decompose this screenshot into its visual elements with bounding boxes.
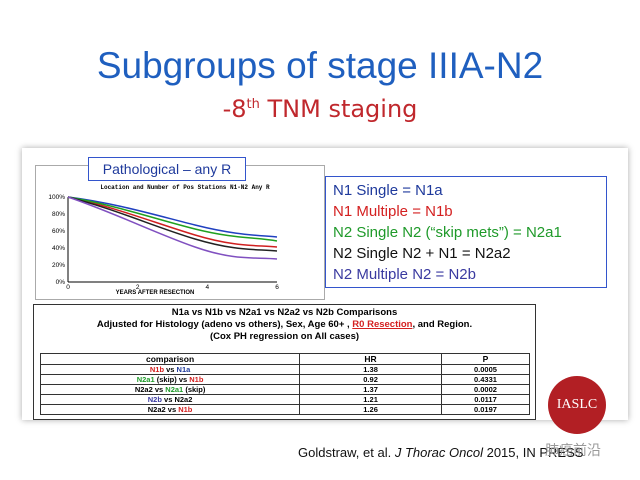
figure-label: Pathological – any R — [88, 157, 246, 181]
figure-frame — [35, 165, 325, 300]
comparison-cell: N2a1 (skip) vs N1b — [39, 374, 301, 385]
citation-rest: 2015, IN PRESS — [482, 445, 584, 460]
legend-box: N1 Single = N1a N1 Multiple = N1b N2 Singl… — [325, 176, 607, 288]
legend-line: N2 Multiple N2 = N2b — [333, 266, 476, 283]
table: comparison HR P N1b vs N1a 1.38 0.0005 N2a1 (s… — [39, 353, 531, 415]
y-tick-label: 0% — [56, 279, 66, 286]
x-tick-label: 6 — [275, 284, 279, 291]
x-tick-label: 0 — [66, 284, 70, 291]
legend-line: N1 Single = N1a — [333, 182, 443, 199]
watermark: 肺癌前沿 — [545, 442, 601, 458]
citation-journal: J Thorac Oncol — [394, 445, 483, 460]
curve — [67, 196, 278, 248]
subtitle-text: -8 — [222, 95, 247, 123]
text-part: N1b — [178, 405, 193, 414]
text-part: N1a — [176, 365, 191, 374]
column-header: P — [440, 353, 531, 365]
curve — [67, 196, 278, 260]
table-row: N2a1 (skip) vs N1b 0.92 0.4331 — [39, 374, 531, 385]
hr-cell: 1.38 — [299, 364, 442, 375]
p-cell: 0.0002 — [440, 384, 531, 395]
y-tick-label: 20% — [52, 262, 65, 269]
subtitle-sup: th — [246, 97, 260, 112]
hr-cell: 0.92 — [299, 374, 442, 385]
column-header: HR — [299, 353, 442, 365]
column-header: comparison — [39, 353, 301, 365]
text-part: N2a2 vs — [134, 385, 166, 394]
x-tick-label: 2 — [136, 284, 140, 291]
curve — [67, 196, 278, 252]
text-part: , and Region. — [412, 319, 473, 330]
legend-line: N1 Multiple = N1b — [333, 203, 453, 220]
comparison-cell: N2a2 vs N1b — [39, 404, 301, 415]
x-axis-label: YEARS AFTER RESECTION — [116, 290, 195, 296]
text-part: vs N2a2 — [161, 395, 193, 404]
text-part: N2b — [147, 395, 162, 404]
hr-cell: 1.21 — [299, 394, 442, 405]
figure-chart-title: Location and Number of Pos Stations N1-N… — [100, 184, 270, 191]
x-tick-label: 4 — [206, 284, 210, 291]
p-cell: 0.0117 — [440, 394, 531, 405]
citation: Goldstraw, et al. J Thorac Oncol 2015, I… — [298, 445, 583, 460]
legend-line: N2 Single N2 + N1 = N2a2 — [333, 245, 511, 262]
table-title-line: (Cox PH regression on All cases) — [34, 331, 535, 343]
p-cell: 0.4331 — [440, 374, 531, 385]
text-part: N1b — [149, 365, 165, 374]
table-row: N2b vs N2a2 1.21 0.0117 — [39, 394, 531, 405]
hr-cell: 1.26 — [299, 404, 442, 415]
text-part: N2a1 — [136, 375, 155, 384]
table-title-line: N1a vs N1b vs N2a1 vs N2a2 vs N2b Compar… — [34, 307, 535, 319]
x-axis: 0 2 4 6 — [66, 284, 279, 291]
subtitle-text: TNM staging — [259, 95, 418, 123]
text-part: Adjusted for Histology (adeno vs others)… — [96, 319, 353, 330]
y-tick-label: 100% — [48, 194, 65, 201]
hr-cell: 1.37 — [299, 384, 442, 395]
y-tick-label: 40% — [52, 245, 65, 252]
legend-line: N2 Single N2 (“skip mets”) = N2a1 — [333, 224, 562, 241]
citation-authors: Goldstraw, et al. — [298, 445, 395, 460]
curve — [67, 196, 278, 238]
p-cell: 0.0197 — [440, 404, 531, 415]
text-part: N2a1 — [165, 385, 184, 394]
table-title-line: Adjusted for Histology (adeno vs others)… — [34, 319, 535, 331]
curve — [67, 196, 278, 242]
text-part: N2a2 vs — [147, 405, 179, 414]
text-part: R0 Resection — [352, 319, 413, 330]
y-axis: 100% 80% 60% 40% 20% 0% — [48, 194, 65, 286]
survival-figure: Location and Number of Pos Stations N1-N… — [35, 165, 325, 300]
slide-subtitle: -8th TNM staging — [0, 95, 640, 123]
comparison-cell: N1b vs N1a — [39, 364, 301, 375]
text-part: (skip) vs — [154, 375, 190, 384]
slide-title: Subgroups of stage IIIA-N2 — [96, 45, 544, 86]
table-row: N1b vs N1a 1.38 0.0005 — [39, 364, 531, 375]
comparison-cell: N2b vs N2a2 — [39, 394, 301, 405]
text-part: (skip) — [183, 385, 206, 394]
table-row: N2a2 vs N2a1 (skip) 1.37 0.0002 — [39, 384, 531, 395]
header-row: comparison HR P — [39, 353, 531, 365]
text-part: N1a vs N1b vs N2a1 vs N2a2 vs N2b Compar… — [171, 307, 398, 318]
text-part: (Cox PH regression on All cases) — [209, 331, 360, 342]
comparison-cell: N2a2 vs N2a1 (skip) — [39, 384, 301, 395]
p-cell: 0.0005 — [440, 364, 531, 375]
table-row: N2a2 vs N1b 1.26 0.0197 — [39, 404, 531, 415]
iaslc-badge: IASLC — [548, 376, 606, 434]
table-title: N1a vs N1b vs N2a1 vs N2a2 vs N2b Compar… — [34, 307, 535, 343]
y-tick-label: 60% — [52, 228, 65, 235]
y-tick-label: 80% — [52, 211, 65, 218]
table-box: N1a vs N1b vs N2a1 vs N2a2 vs N2b Compar… — [33, 304, 536, 420]
text-part: N1b — [189, 375, 204, 384]
text-part: vs — [164, 365, 177, 374]
